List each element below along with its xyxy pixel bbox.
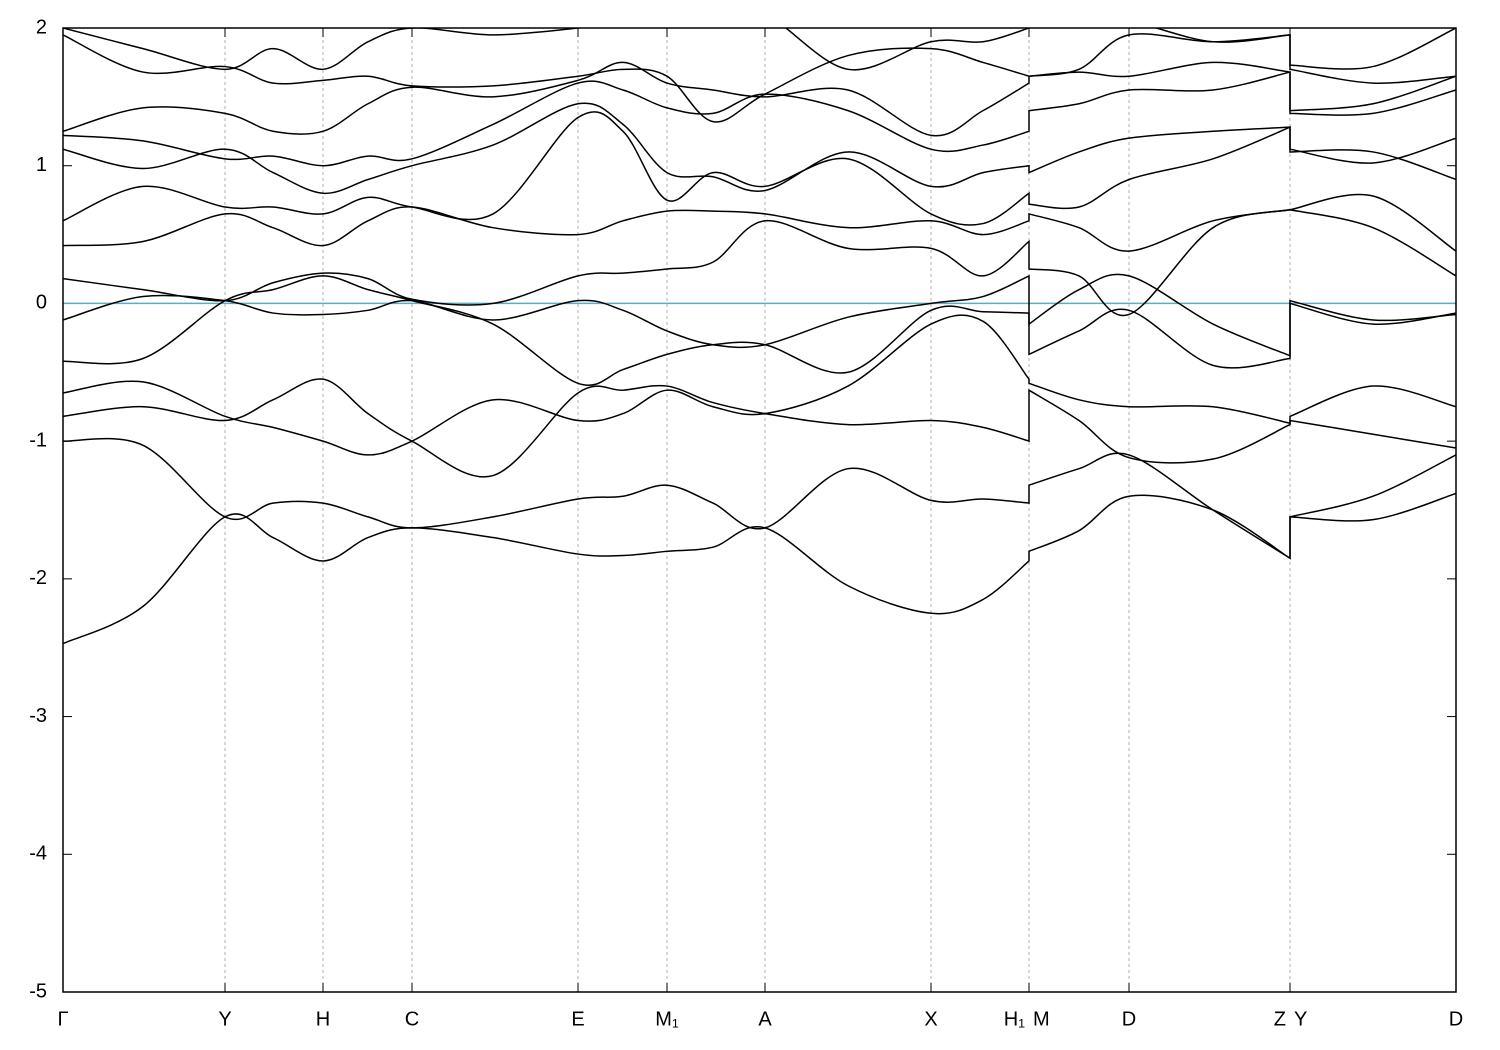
y-tick-label: 1: [36, 154, 47, 176]
band-line: [63, 61, 1456, 137]
band-line: [63, 102, 1456, 195]
band-line: [63, 71, 1456, 167]
x-tick-label: D: [1122, 1008, 1136, 1030]
band-line: [63, 437, 1456, 560]
x-tick-label: Z: [1274, 1008, 1286, 1030]
plot-frame: [62, 27, 1457, 993]
x-tick-label: Γ: [57, 1008, 68, 1030]
x-tick-label: X: [924, 1008, 937, 1030]
y-tick-label: -3: [29, 705, 47, 727]
y-tick-label: -1: [29, 429, 47, 451]
band-line: [63, 378, 1456, 478]
x-tick-label: M: [1033, 1008, 1050, 1030]
band-line: [63, 111, 1456, 226]
bands: [63, 28, 1456, 645]
x-tick-label: D: [1449, 1008, 1463, 1030]
band-line: [63, 193, 1456, 252]
x-tick-label: H: [316, 1008, 330, 1030]
x-tick-label: C: [405, 1008, 419, 1030]
y-tick-label: -5: [29, 980, 47, 1002]
band-line: [63, 28, 1456, 123]
x-tick-label: M₁: [655, 1008, 679, 1030]
band-line: [63, 492, 1456, 645]
band-line: [63, 209, 1456, 317]
y-tick-label: -2: [29, 567, 47, 589]
y-tick-label: 2: [36, 16, 47, 38]
y-tick-label: 0: [36, 292, 47, 314]
band-line: [63, 28, 1456, 84]
x-tick-label: Y: [1294, 1008, 1307, 1030]
band-line: [63, 273, 1456, 357]
x-tick-label: E: [571, 1008, 584, 1030]
band-line: [63, 314, 1456, 456]
x-tick-label: Y: [218, 1008, 231, 1030]
y-tick-label: -4: [29, 843, 47, 865]
band-line: [63, 275, 1456, 386]
x-tick-label: H₁: [1004, 1008, 1025, 1030]
x-tick-label: A: [758, 1008, 772, 1030]
